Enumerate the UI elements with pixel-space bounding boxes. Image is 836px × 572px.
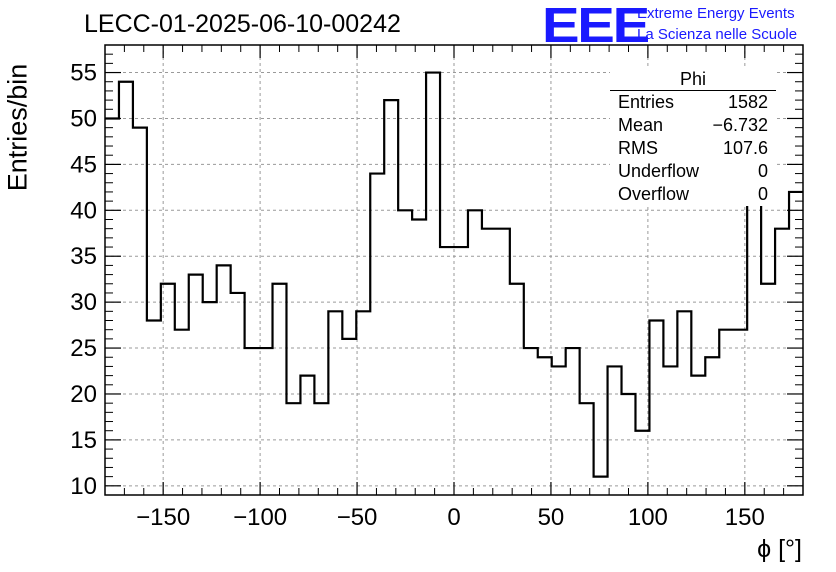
- x-tick-label: 50: [538, 504, 565, 531]
- y-tick-label: 45: [70, 151, 97, 178]
- stats-label: RMS: [618, 138, 658, 158]
- stats-row: RMS 107.6: [610, 137, 776, 160]
- stats-label: Mean: [618, 115, 664, 135]
- y-tick-label: 15: [70, 427, 97, 454]
- y-tick-label: 40: [70, 197, 97, 224]
- x-tick-label: −100: [233, 504, 287, 531]
- stats-row: Entries 1582: [610, 91, 776, 114]
- y-axis-label-text: Entries/bin: [2, 63, 33, 192]
- x-tick-label: 100: [628, 504, 668, 531]
- chart-title: LECC-01-2025-06-10-00242: [84, 10, 401, 38]
- y-tick-label: 55: [70, 60, 97, 87]
- stats-title: Phi: [610, 68, 776, 91]
- y-tick-label: 10: [70, 473, 97, 500]
- x-tick-label: 150: [725, 504, 765, 531]
- logo-subtitle-2: La Scienza nelle Scuole: [637, 26, 798, 43]
- axis-tick-labels: −150 −100 −50 0 50 100 150 10 15 20 25 30 35 40 45 50 55: [70, 60, 765, 531]
- stats-value: 0: [757, 161, 768, 181]
- y-tick-label: 35: [70, 243, 97, 270]
- x-tick-label: 0: [447, 504, 460, 531]
- logo-subtitle-1: Extreme Energy Events: [637, 5, 795, 22]
- stats-row: Overflow 0: [610, 183, 776, 206]
- stats-row: Underflow 0: [610, 160, 776, 183]
- y-tick-label: 30: [70, 289, 97, 316]
- y-tick-label: 20: [70, 381, 97, 408]
- stats-value: 1582: [727, 92, 768, 112]
- stats-label: Underflow: [618, 161, 700, 181]
- x-tick-label: −50: [337, 504, 378, 531]
- eee-logo: EEE: [542, 0, 650, 53]
- y-tick-label: 25: [70, 335, 97, 362]
- stats-value: −6.732: [712, 115, 768, 135]
- stats-label: Entries: [618, 92, 675, 112]
- histogram-series: [105, 71, 803, 478]
- x-axis-label: ϕ [°]: [757, 535, 802, 563]
- stats-label: Overflow: [618, 184, 690, 204]
- stats-value: 107.6: [722, 138, 768, 158]
- y-tick-label: 50: [70, 105, 97, 132]
- axis-ticks: [104, 44, 804, 496]
- stats-box: Phi Entries 1582 Mean −6.732 RMS 107.6 U…: [610, 68, 776, 206]
- x-tick-label: −150: [136, 504, 190, 531]
- stats-value: 0: [757, 184, 768, 204]
- stats-row: Mean −6.732: [610, 114, 776, 137]
